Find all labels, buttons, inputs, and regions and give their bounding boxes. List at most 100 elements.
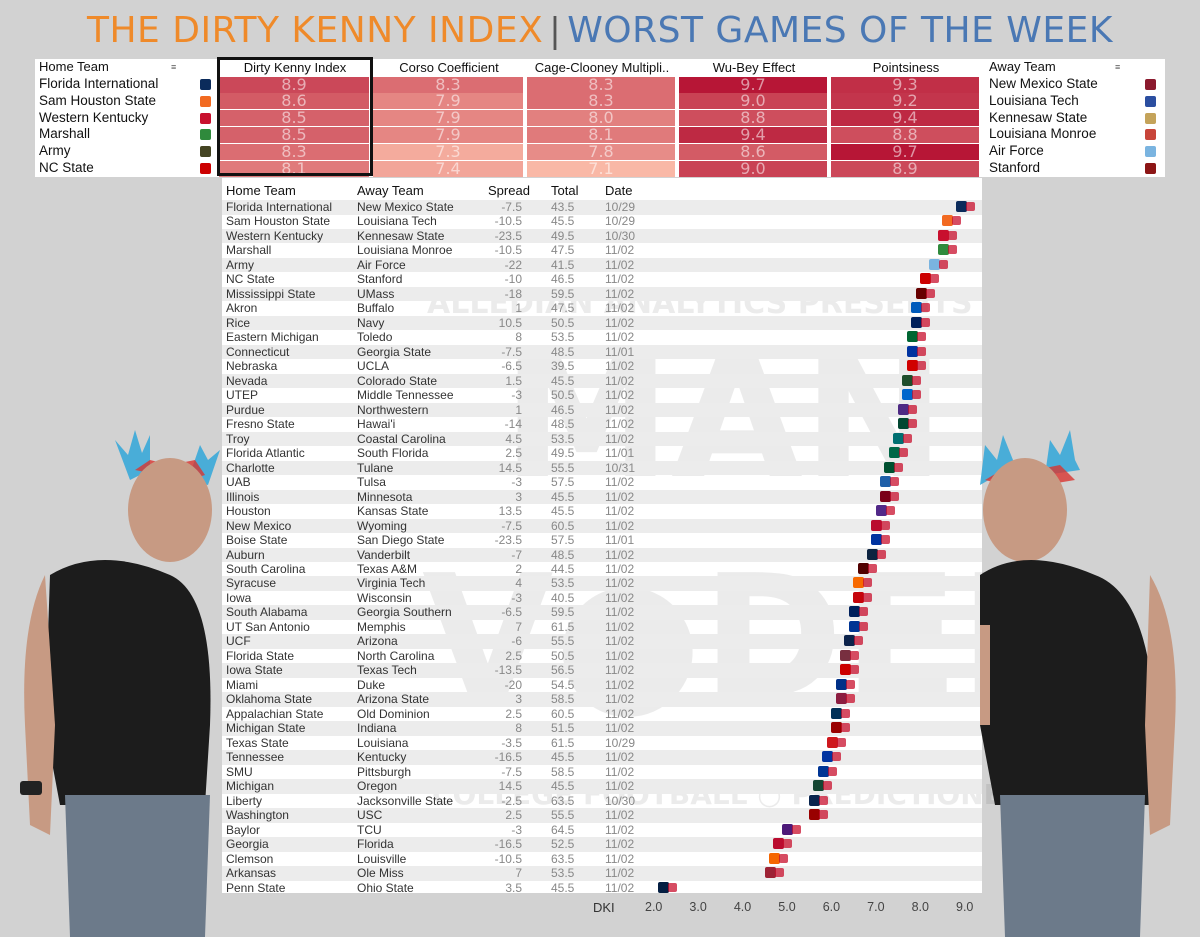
- metric-cell[interactable]: 8.3: [373, 76, 523, 93]
- table-row[interactable]: Michigan Oregon 14.5 45.5 11/02: [222, 779, 982, 794]
- table-row[interactable]: Arkansas Ole Miss 7 53.5 11/02: [222, 866, 982, 881]
- metric-cell[interactable]: 9.4: [831, 110, 979, 127]
- team-logo-marker[interactable]: [867, 564, 877, 573]
- metric-header[interactable]: Pointsiness: [872, 60, 940, 75]
- team-logo-marker[interactable]: [916, 346, 926, 356]
- team-logo-marker[interactable]: [831, 707, 843, 719]
- team-logo-marker[interactable]: [938, 259, 948, 269]
- table-row[interactable]: Texas State Louisiana -3.5 61.5 10/29: [222, 736, 982, 751]
- sort-icon[interactable]: ≡: [1115, 62, 1121, 72]
- metric-cell[interactable]: 8.3: [527, 93, 675, 110]
- team-logo-marker[interactable]: [782, 823, 794, 835]
- team-logo-marker[interactable]: [835, 678, 847, 690]
- team-logo-marker[interactable]: [863, 592, 873, 602]
- team-logo-marker[interactable]: [925, 288, 935, 298]
- team-logo-marker[interactable]: [871, 534, 883, 546]
- team-logo-marker[interactable]: [916, 332, 926, 342]
- table-row[interactable]: Oklahoma State Arizona State 3 58.5 11/02: [222, 692, 982, 707]
- team-logo-marker[interactable]: [853, 577, 865, 589]
- team-logo-marker[interactable]: [764, 867, 776, 879]
- team-logo-marker[interactable]: [792, 824, 802, 834]
- team-logo-marker[interactable]: [902, 389, 914, 401]
- team-logo-marker[interactable]: [854, 636, 864, 646]
- team-logo-marker[interactable]: [832, 752, 842, 762]
- team-logo-marker[interactable]: [876, 549, 886, 559]
- metric-cell[interactable]: 8.9: [219, 76, 369, 93]
- team-logo-marker[interactable]: [893, 432, 905, 444]
- team-logo-marker[interactable]: [871, 519, 883, 531]
- table-row[interactable]: Georgia Florida -16.5 52.5 11/02: [222, 837, 982, 852]
- team-logo-marker[interactable]: [906, 331, 918, 343]
- team-logo-marker[interactable]: [667, 882, 677, 892]
- metric-cell[interactable]: 8.8: [679, 110, 827, 127]
- table-row[interactable]: Nevada Colorado State 1.5 45.5 11/02: [222, 373, 982, 389]
- team-logo-marker[interactable]: [897, 403, 909, 415]
- team-logo-marker[interactable]: [858, 607, 868, 617]
- table-row[interactable]: Baylor TCU -3 64.5 11/02: [222, 823, 982, 838]
- metric-cell[interactable]: 8.1: [527, 126, 675, 143]
- team-logo-marker[interactable]: [888, 447, 900, 459]
- team-logo-marker[interactable]: [907, 404, 917, 414]
- team-logo-marker[interactable]: [952, 216, 962, 226]
- team-logo-marker[interactable]: [903, 433, 913, 443]
- table-row[interactable]: Washington USC 2.5 55.5 11/02: [222, 808, 982, 823]
- team-logo-marker[interactable]: [884, 461, 896, 473]
- team-logo-marker[interactable]: [965, 202, 975, 211]
- metric-header[interactable]: Cage-Clooney Multipli..: [534, 60, 670, 75]
- team-logo-marker[interactable]: [768, 852, 780, 864]
- table-row[interactable]: Army Air Force -22 41.5 11/02: [222, 257, 982, 273]
- metric-cell[interactable]: 9.4: [679, 126, 827, 143]
- team-logo-marker[interactable]: [890, 491, 900, 501]
- team-logo-marker[interactable]: [818, 795, 828, 805]
- table-row[interactable]: Houston Kansas State 13.5 45.5 11/02: [222, 504, 982, 519]
- team-logo-marker[interactable]: [885, 506, 895, 516]
- table-row[interactable]: Connecticut Georgia State -7.5 48.5 11/01: [222, 344, 982, 360]
- table-row[interactable]: Liberty Jacksonville State -2.5 63.5 10/30: [222, 794, 982, 809]
- team-logo-marker[interactable]: [827, 766, 837, 776]
- col-date[interactable]: Date: [605, 183, 633, 198]
- metric-cell[interactable]: 8.1: [219, 160, 369, 177]
- table-row[interactable]: Fresno State Hawai'i -14 48.5 11/02: [222, 417, 982, 432]
- table-row[interactable]: New Mexico Wyoming -7.5 60.5 11/02: [222, 518, 982, 534]
- team-logo-marker[interactable]: [826, 736, 838, 748]
- metric-cell[interactable]: 8.3: [527, 76, 675, 93]
- metric-cell[interactable]: 9.7: [679, 76, 827, 93]
- team-logo-marker[interactable]: [840, 664, 852, 676]
- team-logo-marker[interactable]: [906, 360, 918, 372]
- team-logo-marker[interactable]: [897, 418, 909, 430]
- team-logo-marker[interactable]: [848, 606, 860, 618]
- team-logo-marker[interactable]: [850, 665, 860, 675]
- metric-cell[interactable]: 8.6: [219, 93, 369, 110]
- team-logo-marker[interactable]: [866, 548, 878, 560]
- team-logo-marker[interactable]: [898, 448, 908, 458]
- team-logo-marker[interactable]: [857, 563, 869, 574]
- team-logo-marker[interactable]: [831, 722, 843, 734]
- team-logo-marker[interactable]: [907, 419, 917, 429]
- metric-cell[interactable]: 7.8: [527, 143, 675, 160]
- team-logo-marker[interactable]: [911, 302, 923, 314]
- table-row[interactable]: Florida Atlantic South Florida 2.5 49.5 11/0…: [222, 446, 982, 461]
- table-row[interactable]: Charlotte Tulane 14.5 55.5 10/31: [222, 460, 982, 476]
- team-logo-marker[interactable]: [841, 708, 851, 718]
- team-logo-marker[interactable]: [848, 620, 860, 632]
- team-logo-marker[interactable]: [921, 317, 931, 327]
- metric-cell[interactable]: 8.0: [527, 110, 675, 127]
- table-row[interactable]: Nebraska UCLA -6.5 39.5 11/02: [222, 359, 982, 374]
- metric-cell[interactable]: 7.9: [373, 126, 523, 143]
- table-row[interactable]: Purdue Northwestern 1 46.5 11/02: [222, 402, 982, 418]
- table-row[interactable]: South Carolina Texas A&M 2 44.5 11/02: [222, 562, 982, 577]
- metric-cell[interactable]: 9.0: [679, 160, 827, 177]
- team-logo-marker[interactable]: [822, 751, 834, 763]
- team-logo-marker[interactable]: [880, 490, 892, 502]
- team-logo-marker[interactable]: [911, 316, 923, 328]
- metric-cell[interactable]: 8.5: [219, 126, 369, 143]
- table-row[interactable]: SMU Pittsburgh -7.5 58.5 11/02: [222, 765, 982, 780]
- table-row[interactable]: NC State Stanford -10 46.5 11/02: [222, 272, 982, 287]
- team-logo-marker[interactable]: [657, 881, 669, 893]
- team-logo-marker[interactable]: [841, 723, 851, 733]
- table-row[interactable]: UCF Arizona -6 55.5 11/02: [222, 634, 982, 649]
- home-team-header[interactable]: Home Team: [39, 59, 109, 74]
- table-row[interactable]: Akron Buffalo 1 47.5 11/02: [222, 301, 982, 316]
- col-home-team[interactable]: Home Team: [226, 183, 296, 198]
- team-logo-marker[interactable]: [845, 694, 855, 704]
